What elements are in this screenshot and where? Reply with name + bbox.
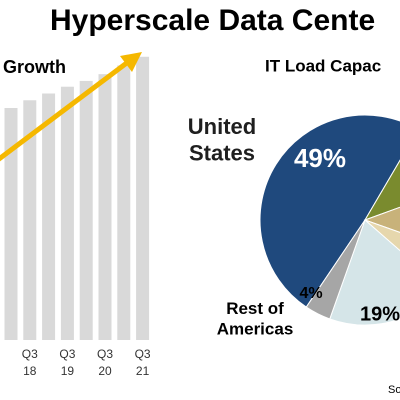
x-tick-label: Q3 21 xyxy=(135,347,151,378)
pie-slice xyxy=(329,219,400,326)
pie-chart: 49% United States 19% 4% Rest of Americas xyxy=(188,114,400,339)
slide-title: Hyperscale Data Cente xyxy=(50,4,375,37)
slice-name-label: Rest of Americas xyxy=(217,299,294,338)
pie-slice xyxy=(363,206,400,233)
bar xyxy=(136,56,150,341)
bar-chart: Q3 18 Q3 19 Q3 20 Q3 21 xyxy=(4,56,151,378)
x-tick-label: Q3 20 xyxy=(97,347,113,378)
growth-arrow xyxy=(0,52,142,162)
pie-slice xyxy=(259,114,400,308)
pie-slice xyxy=(305,219,366,320)
source-note: So xyxy=(388,384,400,396)
bar xyxy=(117,65,131,340)
arrow-head xyxy=(120,52,142,72)
slice-value-label: 4% xyxy=(299,285,322,302)
arrow-shaft xyxy=(0,60,130,162)
slice-value-label: 19% xyxy=(360,303,400,325)
bar xyxy=(98,74,112,341)
slice-value-label: 49% xyxy=(294,143,346,173)
bar xyxy=(60,86,74,340)
bar xyxy=(42,93,56,340)
x-tick-label: Q3 18 xyxy=(22,347,38,378)
x-tick-label: Q3 19 xyxy=(59,347,75,378)
pie-chart-title: IT Load Capac xyxy=(265,56,381,75)
bar xyxy=(4,108,18,340)
bar-chart-title: Growth xyxy=(3,57,66,77)
bar xyxy=(23,100,37,341)
slice-name-label: United States xyxy=(188,114,256,165)
bar xyxy=(79,80,93,340)
pie-slice xyxy=(363,159,400,221)
